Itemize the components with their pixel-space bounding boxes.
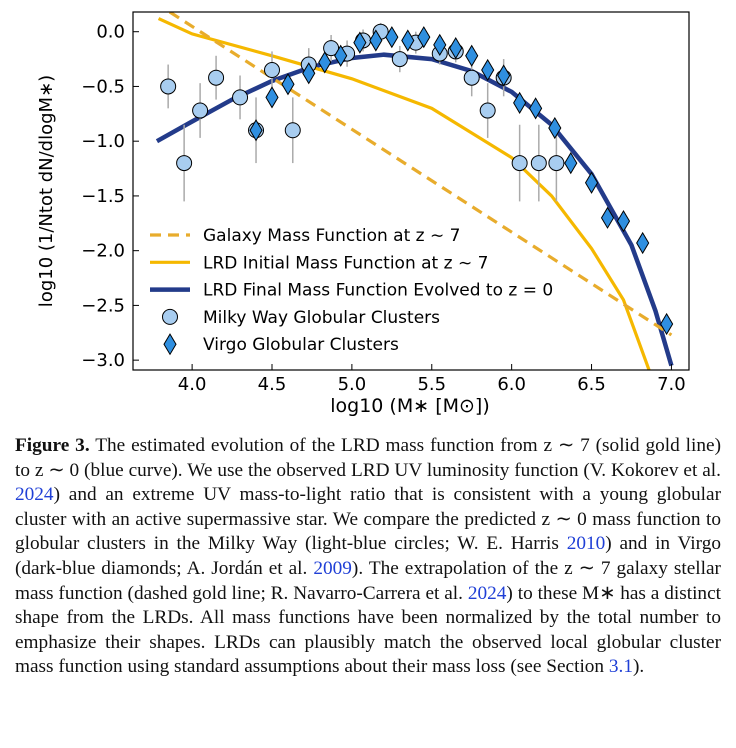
point [530,155,547,172]
point [353,31,367,54]
chart: log10 (M∗ [M⊙]) log10 (1/Ntot dN/dlogM∗)… [36,11,690,417]
point [660,312,674,336]
caption-link[interactable]: 2024 [15,484,54,506]
point [232,89,249,106]
point [481,58,495,82]
point [401,29,415,52]
figure-caption: Figure 3. The estimated evolution of the… [15,434,721,680]
legend-label: Galaxy Mass Function at z ∼ 7 [203,226,460,246]
x-tick-label: 7.0 [657,374,686,395]
point [417,26,431,49]
y-tick-label: −1.0 [81,131,125,152]
point [548,155,565,172]
point [323,40,340,57]
point [281,73,295,96]
point [318,51,332,74]
point [385,26,399,49]
caption-text: ) and an extreme UV mass-to-light ratio … [15,484,721,555]
point [192,102,209,119]
legend-label: Milky Way Globular Clusters [203,308,440,328]
point [616,210,631,233]
legend-label: LRD Initial Mass Function at z ∼ 7 [203,253,488,273]
caption-text: The estimated evolution of the LRD mass … [15,435,721,481]
x-tick-label: 5.5 [417,374,446,395]
point [433,33,447,56]
line-series [168,12,673,337]
point [391,51,408,68]
caption-link[interactable]: 2024 [467,582,507,604]
line-series [157,17,651,370]
caption-link[interactable]: 3.1 [608,656,634,678]
point [513,91,527,114]
point [334,44,348,67]
legend-swatch [162,308,178,325]
caption-link[interactable]: 2010 [566,533,606,555]
y-tick-label: −1.5 [81,186,125,207]
y-tick-label: −2.5 [81,295,125,316]
point [564,151,578,175]
point [369,29,383,52]
point [265,86,279,109]
caption-text: ). The extrapolation of the z ∼ 7 galaxy… [15,557,721,604]
caption-text: ) and in Virgo (dark-blue diamonds; A. J… [15,533,721,579]
point [249,119,263,142]
point [479,102,496,119]
y-tick-label: 0.0 [96,22,125,43]
point [449,37,463,60]
point [264,62,280,79]
point [465,44,479,67]
point [600,206,615,229]
point [548,116,562,140]
x-tick-label: 6.0 [497,374,526,395]
caption-text: ). [633,656,645,678]
y-tick-label: −0.5 [81,76,125,97]
point [511,155,528,172]
legend-label: LRD Final Mass Function Evolved to z = 0 [203,281,553,301]
x-tick-label: 4.5 [258,374,287,395]
point [160,78,177,95]
x-axis-label: log10 (M∗ [M⊙]) [330,395,490,417]
point [176,155,193,172]
y-axis-label: log10 (1/Ntot dN/dlogM∗) [36,75,57,307]
axes-frame [132,11,690,371]
y-tick-label: −2.0 [81,241,125,262]
x-tick-label: 4.0 [178,374,207,395]
point [463,69,480,86]
caption-link[interactable]: 2009 [313,557,352,579]
point [584,171,599,194]
y-tick-label: −3.0 [81,350,125,371]
x-tick-label: 6.5 [577,374,606,395]
point [284,122,301,139]
caption-text: ) to these M∗ has a distinct shape from … [15,582,721,678]
point [497,64,511,87]
caption-label: Figure 3. [15,435,90,456]
point [302,62,316,85]
x-tick-label: 5.0 [338,374,367,395]
point [636,231,650,255]
legend-swatch [163,333,177,356]
point [529,97,543,120]
legend-label: Virgo Globular Clusters [203,335,399,355]
plot-area [155,12,674,370]
point [208,69,225,86]
